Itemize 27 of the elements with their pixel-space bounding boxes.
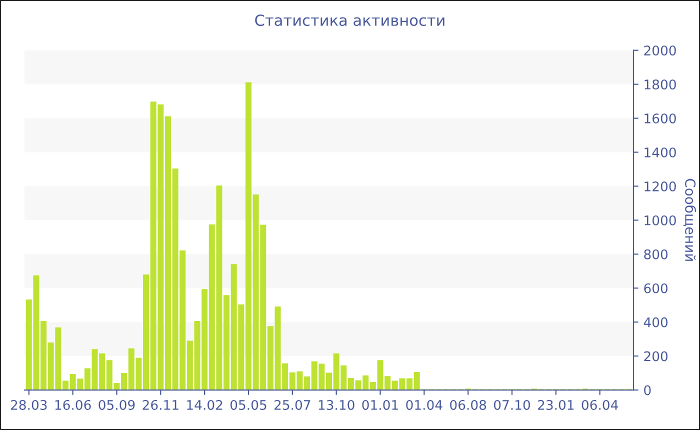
y-tick-label: 1600: [644, 113, 676, 124]
x-tick-label: 05.05: [230, 400, 266, 410]
y-axis-title: Сообщений: [683, 178, 696, 261]
x-tick-label: 01.04: [406, 400, 442, 410]
x-tick-label: 06.08: [450, 400, 486, 410]
y-tick-label: 1800: [644, 80, 676, 90]
x-tick-label: 05.09: [98, 400, 135, 410]
y-tick-label: 600: [644, 283, 668, 294]
y-tick-label: 0: [644, 385, 651, 396]
y-tick-label: 200: [644, 351, 668, 362]
chart-title: Статистика активности: [255, 14, 444, 26]
y-tick-label: 1400: [644, 147, 676, 158]
x-tick-label: 06.04: [582, 400, 618, 410]
y-tick-label: 1200: [644, 181, 676, 192]
x-tick-label: 13.10: [318, 400, 354, 410]
x-tick-label: 16.06: [55, 400, 91, 410]
x-tick-label: 28.03: [10, 400, 47, 410]
y-tick-label: 800: [644, 249, 668, 260]
y-tick-label: 2000: [644, 46, 676, 56]
y-tick-label: 400: [644, 317, 668, 328]
x-tick-label: 26.11: [142, 400, 178, 410]
x-tick-label: 25.07: [274, 400, 310, 410]
x-tick-label: 01.01: [362, 400, 398, 410]
x-tick-label: 07.10: [494, 400, 530, 410]
x-tick-label: 14.02: [187, 400, 222, 410]
y-tick-label: 1000: [644, 215, 676, 226]
x-tick-label: 23.01: [538, 400, 574, 410]
